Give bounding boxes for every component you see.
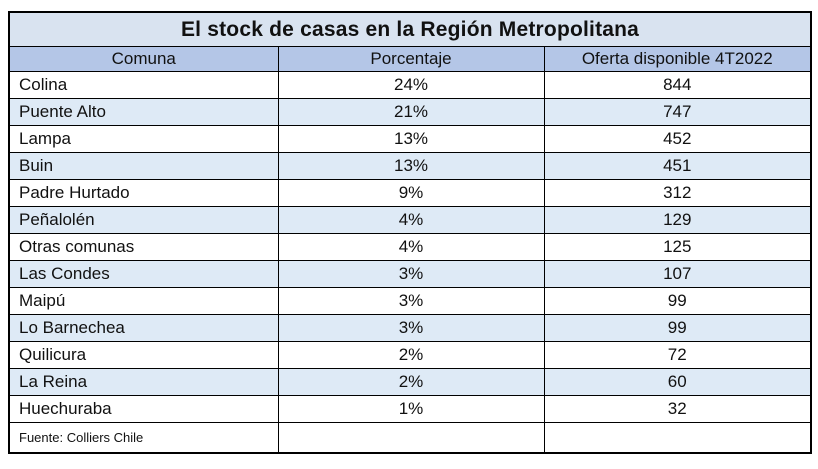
cell-comuna: Huechuraba (8, 395, 279, 423)
cell-oferta: 125 (543, 233, 812, 261)
cell-porcentaje: 9% (277, 179, 545, 207)
cell-porcentaje: 24% (277, 71, 545, 99)
table-row: Lampa 13% 452 (8, 125, 812, 153)
cell-porcentaje: 4% (277, 206, 545, 234)
table-row: Las Condes 3% 107 (8, 260, 812, 288)
cell-oferta: 107 (543, 260, 812, 288)
cell-comuna: Buin (8, 152, 279, 180)
table-row: Padre Hurtado 9% 312 (8, 179, 812, 207)
empty-cell (277, 422, 545, 454)
cell-oferta: 99 (543, 287, 812, 315)
cell-comuna: Colina (8, 71, 279, 99)
table-row: Puente Alto 21% 747 (8, 98, 812, 126)
cell-oferta: 747 (543, 98, 812, 126)
col-header-oferta: Oferta disponible 4T2022 (543, 46, 812, 72)
cell-porcentaje: 2% (277, 341, 545, 369)
table-row: Huechuraba 1% 32 (8, 395, 812, 423)
cell-oferta: 32 (543, 395, 812, 423)
title-row: El stock de casas en la Región Metropoli… (8, 11, 812, 47)
cell-oferta: 129 (543, 206, 812, 234)
cell-porcentaje: 13% (277, 152, 545, 180)
cell-oferta: 844 (543, 71, 812, 99)
cell-oferta: 72 (543, 341, 812, 369)
cell-comuna: Las Condes (8, 260, 279, 288)
table-row: Maipú 3% 99 (8, 287, 812, 315)
cell-comuna: Maipú (8, 287, 279, 315)
table-row: Colina 24% 844 (8, 71, 812, 99)
table-row: Lo Barnechea 3% 99 (8, 314, 812, 342)
cell-comuna: Quilicura (8, 341, 279, 369)
table-row: Peñalolén 4% 129 (8, 206, 812, 234)
cell-porcentaje: 1% (277, 395, 545, 423)
stock-table: El stock de casas en la Región Metropoli… (8, 11, 813, 454)
cell-comuna: Puente Alto (8, 98, 279, 126)
source-row: Fuente: Colliers Chile (8, 422, 812, 454)
cell-oferta: 452 (543, 125, 812, 153)
table-row: Buin 13% 451 (8, 152, 812, 180)
cell-comuna: Lampa (8, 125, 279, 153)
cell-porcentaje: 3% (277, 260, 545, 288)
col-header-porcentaje: Porcentaje (277, 46, 545, 72)
empty-cell (543, 422, 812, 454)
cell-oferta: 60 (543, 368, 812, 396)
table-title: El stock de casas en la Región Metropoli… (8, 11, 812, 47)
cell-comuna: Padre Hurtado (8, 179, 279, 207)
table-row: Otras comunas 4% 125 (8, 233, 812, 261)
cell-oferta: 451 (543, 152, 812, 180)
cell-porcentaje: 4% (277, 233, 545, 261)
cell-comuna: La Reina (8, 368, 279, 396)
cell-comuna: Otras comunas (8, 233, 279, 261)
table-row: Quilicura 2% 72 (8, 341, 812, 369)
cell-oferta: 99 (543, 314, 812, 342)
cell-oferta: 312 (543, 179, 812, 207)
header-row: Comuna Porcentaje Oferta disponible 4T20… (8, 46, 812, 72)
source-note: Fuente: Colliers Chile (8, 422, 279, 454)
cell-comuna: Lo Barnechea (8, 314, 279, 342)
cell-porcentaje: 21% (277, 98, 545, 126)
col-header-comuna: Comuna (8, 46, 279, 72)
cell-porcentaje: 13% (277, 125, 545, 153)
cell-porcentaje: 3% (277, 287, 545, 315)
cell-comuna: Peñalolén (8, 206, 279, 234)
table-row: La Reina 2% 60 (8, 368, 812, 396)
cell-porcentaje: 2% (277, 368, 545, 396)
cell-porcentaje: 3% (277, 314, 545, 342)
